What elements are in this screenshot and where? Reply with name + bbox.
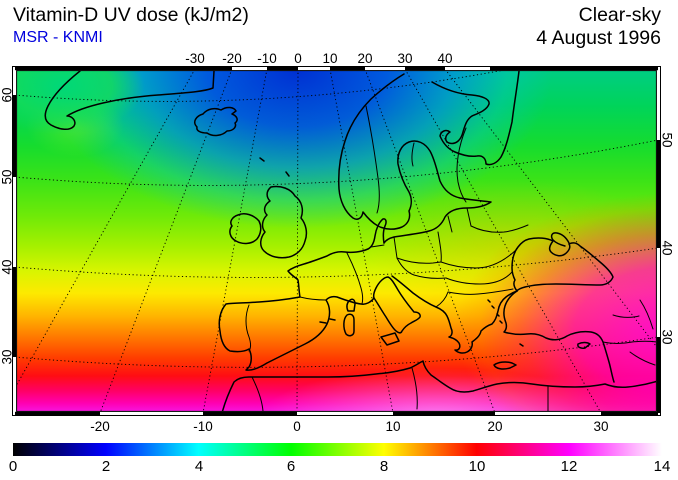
axis-tick-label: -10 — [193, 419, 213, 434]
axis-tick-label: -30 — [185, 51, 205, 66]
bottom-longitude-axis: -20 -10 0 10 20 30 — [0, 419, 678, 434]
axis-tick-label: 10 — [322, 51, 338, 66]
sky-condition-label: Clear-sky — [578, 4, 661, 26]
colorbar-tick-label: 0 — [8, 458, 18, 475]
axis-tick-label: 30 — [397, 51, 413, 66]
axis-tick-label: 30 — [659, 329, 675, 345]
country-borders-layer — [245, 105, 656, 411]
colorbar-tick-label: 6 — [286, 458, 296, 475]
axis-tick-label: 30 — [593, 419, 609, 434]
colorbar-tick-label: 4 — [194, 458, 204, 475]
top-longitude-axis: -30 -20 -10 0 10 20 30 40 — [0, 51, 678, 66]
colorbar-tick-label: 8 — [379, 458, 389, 475]
axis-tick-label: 20 — [357, 51, 373, 66]
axis-tick-label: -20 — [90, 419, 110, 434]
data-source-label: MSR - KNMI — [13, 29, 103, 46]
colorbar-axis: 0 2 4 6 8 10 12 14 — [0, 458, 678, 476]
map-overlay-svg — [12, 66, 661, 416]
axis-tick-label: 40 — [437, 51, 453, 66]
axis-tick-label: -20 — [222, 51, 242, 66]
axis-tick-label: 40 — [659, 240, 675, 256]
colorbar-tick-label: 2 — [101, 458, 111, 475]
axis-tick-label: 20 — [487, 419, 503, 434]
map-frame-layer — [12, 66, 661, 416]
uv-dose-field — [17, 71, 656, 411]
axis-tick-label: -10 — [257, 51, 277, 66]
colorbar-gradient — [13, 443, 662, 456]
axis-tick-label: 0 — [293, 419, 301, 434]
graticule-layer — [17, 71, 656, 411]
colorbar-tick-label: 12 — [560, 458, 578, 475]
axis-tick-label: 50 — [659, 132, 675, 148]
colorbar-tick-label: 14 — [653, 458, 671, 475]
axis-tick-label: 10 — [385, 419, 401, 434]
colorbar-tick-label: 10 — [468, 458, 486, 475]
coastline-layer — [44, 71, 656, 411]
date-label: 4 August 1996 — [536, 27, 661, 49]
axis-tick-label: 0 — [294, 51, 302, 66]
chart-title: Vitamin-D UV dose (kJ/m2) — [13, 4, 249, 26]
